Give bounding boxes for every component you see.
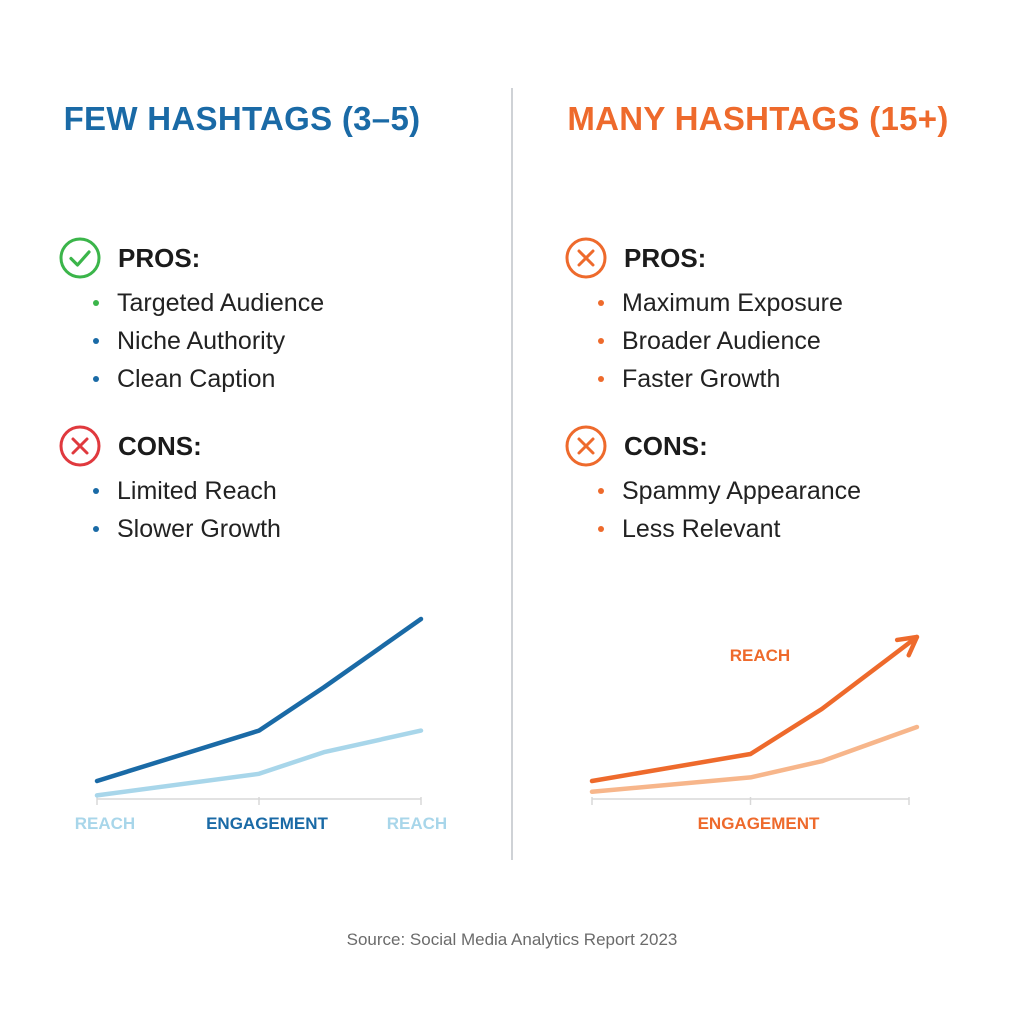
list-item: Slower Growth — [93, 510, 281, 548]
reach-annotation: REACH — [730, 646, 790, 665]
check-circle-icon — [59, 237, 101, 279]
list-item-text: Maximum Exposure — [622, 289, 843, 317]
trend-arrowhead — [894, 634, 920, 658]
right-cons-list: Spammy Appearance Less Relevant — [598, 472, 861, 548]
list-item: Targeted Audience — [93, 284, 324, 322]
bullet-dot — [598, 300, 604, 306]
list-item: Clean Caption — [93, 360, 324, 398]
panel-divider — [511, 88, 513, 860]
source-caption: Source: Social Media Analytics Report 20… — [346, 930, 678, 949]
many-hashtags-panel: MANY HASHTAGS (15+) PROS: Maximum Exposu… — [512, 0, 1024, 900]
list-item-text: Slower Growth — [117, 515, 281, 543]
bullet-dot — [93, 338, 99, 344]
bullet-dot — [598, 338, 604, 344]
right-cons-label: CONS: — [624, 430, 708, 461]
list-item-text: Spammy Appearance — [622, 477, 862, 505]
bullet-dot — [93, 526, 99, 532]
x-circle-icon — [565, 425, 607, 467]
few-hashtags-chart: REACH ENGAGEMENT REACH — [75, 616, 447, 833]
series-line-secondary — [94, 728, 424, 798]
series-line-secondary — [589, 724, 920, 795]
list-item: Maximum Exposure — [598, 284, 843, 322]
many-hashtags-chart: ENGAGEMENT REACH — [589, 634, 920, 833]
right-pros-label: PROS: — [624, 242, 707, 273]
x-tick-label: REACH — [75, 814, 135, 833]
bullet-dot — [598, 376, 604, 382]
few-hashtags-title: FEW HASHTAGS (3–5) — [63, 100, 421, 137]
few-hashtags-panel: FEW HASHTAGS (3–5) PROS: Targeted Audien… — [0, 0, 512, 900]
list-item-text: Faster Growth — [622, 365, 781, 393]
many-hashtags-title: MANY HASHTAGS (15+) — [567, 100, 949, 137]
bullet-dot — [93, 376, 99, 382]
x-tick-label: ENGAGEMENT — [206, 814, 328, 833]
x-tick-label: ENGAGEMENT — [698, 814, 820, 833]
list-item-text: Less Relevant — [622, 515, 781, 543]
left-cons-label: CONS: — [118, 430, 202, 461]
list-item-text: Limited Reach — [117, 477, 277, 505]
series-line-primary — [94, 616, 424, 784]
x-circle-icon — [565, 237, 607, 279]
left-cons-list: Limited Reach Slower Growth — [93, 472, 281, 548]
list-item: Niche Authority — [93, 322, 324, 360]
list-item: Spammy Appearance — [598, 472, 861, 510]
list-item: Limited Reach — [93, 472, 281, 510]
right-pros-list: Maximum Exposure Broader Audience Faster… — [598, 284, 843, 398]
left-pros-label: PROS: — [118, 242, 201, 273]
bullet-dot — [598, 526, 604, 532]
series-line-primary — [589, 634, 920, 784]
bullet-dot — [93, 300, 99, 306]
list-item: Broader Audience — [598, 322, 843, 360]
list-item-text: Broader Audience — [622, 327, 821, 355]
left-cons-header: CONS: — [58, 424, 202, 468]
left-pros-list: Targeted Audience Niche Authority Clean … — [93, 284, 324, 398]
list-item-text: Targeted Audience — [117, 289, 325, 317]
right-cons-header: CONS: — [564, 424, 708, 468]
x-circle-icon — [59, 425, 101, 467]
list-item: Less Relevant — [598, 510, 861, 548]
right-pros-header: PROS: — [564, 236, 706, 280]
bullet-dot — [598, 488, 604, 494]
list-item-text: Clean Caption — [117, 365, 276, 393]
x-tick-label: REACH — [387, 814, 447, 833]
list-item-text: Niche Authority — [117, 327, 286, 355]
list-item: Faster Growth — [598, 360, 843, 398]
bullet-dot — [93, 488, 99, 494]
left-pros-header: PROS: — [58, 236, 200, 280]
